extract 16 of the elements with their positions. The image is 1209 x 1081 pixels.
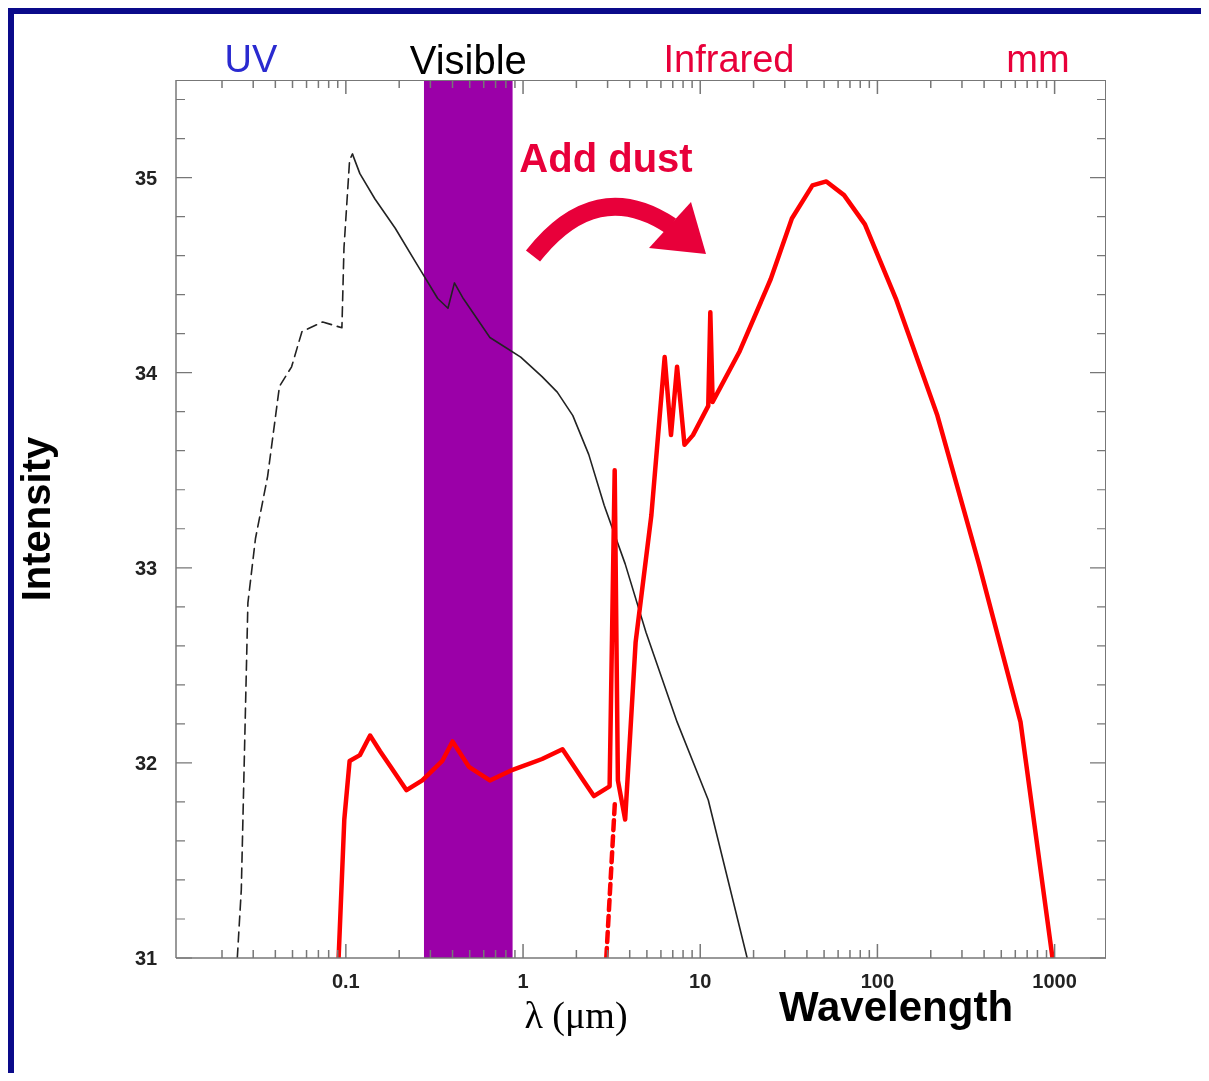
x-tick-label: 1 — [517, 970, 529, 992]
y-axis-title: Intensity — [13, 436, 59, 602]
y-tick-label: 33 — [134, 556, 158, 579]
x-axis-title: λ (μm) — [524, 993, 628, 1037]
text: Infrared — [663, 38, 795, 81]
y-tick-label: 32 — [134, 751, 158, 774]
band-label: Visible — [409, 38, 527, 82]
annotation: Add dust — [519, 136, 693, 181]
x-tick-label: 10 — [689, 970, 712, 992]
x-tick-label: 1000 — [1032, 970, 1077, 992]
text: UV — [224, 38, 278, 81]
y-tick-label: 35 — [134, 166, 158, 189]
text: mm — [1006, 38, 1070, 81]
y-tick-label: 34 — [134, 361, 158, 384]
x-tick-label: 0.1 — [331, 970, 360, 992]
y-tick-label: 31 — [134, 947, 158, 969]
